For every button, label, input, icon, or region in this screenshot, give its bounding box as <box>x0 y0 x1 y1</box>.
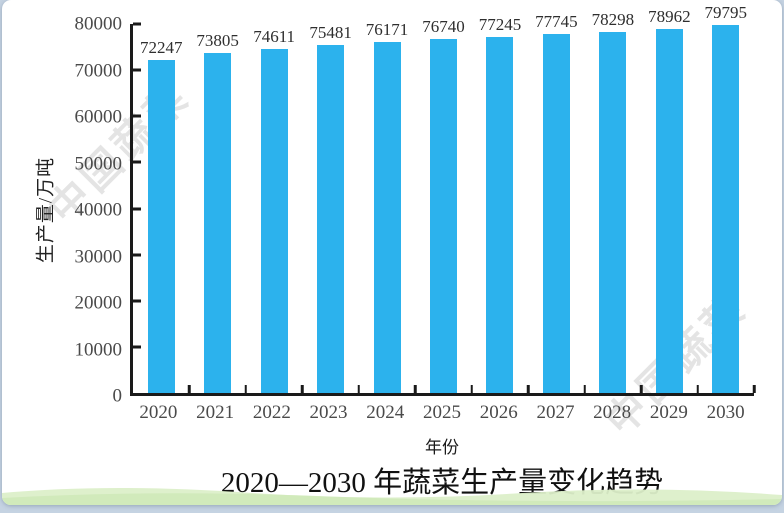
y-axis-tick <box>133 253 141 257</box>
bar-2030 <box>712 24 740 393</box>
bar-value-label: 72247 <box>139 37 183 57</box>
x-axis-tick <box>301 385 304 393</box>
bar-2026 <box>486 36 514 393</box>
y-axis-tick <box>133 22 141 26</box>
x-axis-tick <box>357 385 361 393</box>
x-tick-label: 2027 <box>536 402 575 423</box>
bar-2021 <box>204 52 232 393</box>
bar-value-label: 78298 <box>591 9 635 29</box>
y-axis-tick <box>133 160 141 164</box>
bar-2022 <box>260 48 288 393</box>
bar-2029 <box>655 28 683 393</box>
x-axis-tick-labels: 2020 2021 2022 2023 2024 2025 2026 2027 2028 2029… <box>130 403 754 427</box>
x-tick-label: 2026 <box>479 402 518 423</box>
y-tick-label: 0 <box>112 385 123 407</box>
y-axis-tick <box>133 207 141 210</box>
x-axis-tick <box>414 385 417 393</box>
x-tick-label: 2020 <box>139 402 178 423</box>
y-tick-label: 40000 <box>74 199 123 221</box>
bar-2027 <box>542 34 570 393</box>
plot-area: 72247 73805 74611 75481 76171 76740 77245 77745… <box>130 4 756 396</box>
bar-value-label: 73805 <box>196 30 239 50</box>
x-axis-tick <box>188 385 191 393</box>
bar-2020 <box>147 59 175 393</box>
x-axis-tick <box>696 385 699 393</box>
x-tick-label: 2030 <box>706 402 745 423</box>
x-axis-tick <box>583 385 586 393</box>
bar-value-label: 79795 <box>704 2 748 22</box>
y-axis-tick <box>133 68 141 72</box>
x-tick-label: 2023 <box>309 402 348 423</box>
x-axis-tick <box>752 385 756 393</box>
x-tick-label: 2028 <box>593 402 632 423</box>
x-tick-label: 2024 <box>366 402 405 423</box>
y-tick-label: 20000 <box>74 292 123 314</box>
decorative-green-wave <box>2 488 782 505</box>
y-axis-tick-labels: 0 10000 20000 30000 40000 50000 60000 70000 8000… <box>2 15 123 406</box>
bar-value-label: 74611 <box>253 26 296 46</box>
bar-value-label: 76171 <box>365 19 409 39</box>
x-tick-label: 2029 <box>649 402 688 423</box>
bar-value-label: 76740 <box>422 17 465 37</box>
x-tick-label: 2022 <box>252 402 291 423</box>
bar-value-label: 77745 <box>535 12 578 32</box>
bar-2023 <box>317 44 345 393</box>
y-tick-label: 10000 <box>74 339 123 360</box>
y-tick-label: 60000 <box>74 106 123 128</box>
y-tick-label: 30000 <box>74 246 123 267</box>
y-tick-label: 80000 <box>74 13 123 35</box>
y-tick-label: 70000 <box>74 60 123 81</box>
y-axis-tick <box>133 114 141 118</box>
bar-2025 <box>430 39 457 393</box>
x-axis-tick <box>526 385 530 393</box>
x-tick-label: 2021 <box>196 402 235 423</box>
chart-card: 中国蔬菜 中国蔬菜 生产量/万吨 01000020000300004000050… <box>2 0 782 505</box>
y-axis-tick <box>133 345 141 349</box>
y-tick-label: 50000 <box>74 153 123 174</box>
x-axis-tick <box>470 385 473 393</box>
y-axis-tick <box>133 299 141 303</box>
x-tick-label: 2025 <box>423 402 461 423</box>
bar-value-label: 78962 <box>648 6 691 26</box>
bar-value-label: 75481 <box>309 22 352 42</box>
bar-2024 <box>373 41 401 393</box>
x-axis-title: 年份 <box>425 438 459 457</box>
x-axis-tick <box>639 385 643 393</box>
bar-value-label: 77245 <box>478 14 522 34</box>
bar-2028 <box>599 31 627 393</box>
x-axis-tick <box>244 385 248 393</box>
